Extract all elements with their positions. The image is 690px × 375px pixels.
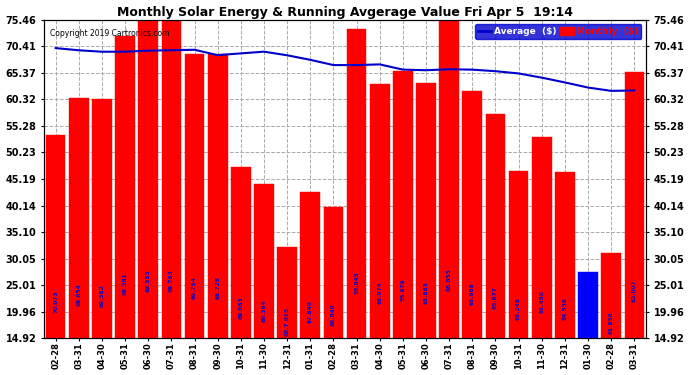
Text: 66.974: 66.974 — [377, 281, 382, 304]
Bar — [440, 14, 459, 338]
Text: 69.583: 69.583 — [146, 270, 150, 292]
Text: 62.007: 62.007 — [632, 279, 637, 302]
Bar — [486, 114, 505, 338]
Text: 65.248: 65.248 — [516, 297, 521, 320]
Text: 69.381: 69.381 — [123, 273, 128, 295]
Bar — [393, 70, 413, 338]
Text: 69.763: 69.763 — [169, 270, 174, 292]
Text: 65.863: 65.863 — [424, 281, 428, 304]
Text: 69.394: 69.394 — [262, 299, 266, 322]
Text: 68.7.015: 68.7.015 — [285, 308, 290, 336]
Bar — [69, 98, 88, 338]
Bar — [462, 91, 482, 338]
Bar — [231, 167, 250, 338]
Legend: Average  ($), Monthly  ($): Average ($), Monthly ($) — [475, 24, 642, 39]
Text: 65.677: 65.677 — [493, 286, 498, 309]
Bar — [254, 184, 274, 338]
Text: Copyright 2019 Cartronics.com: Copyright 2019 Cartronics.com — [50, 29, 170, 38]
Bar — [208, 54, 228, 338]
Bar — [185, 54, 204, 338]
Bar — [46, 135, 66, 338]
Bar — [416, 83, 436, 338]
Bar — [578, 272, 598, 338]
Bar — [92, 99, 112, 338]
Bar — [300, 192, 320, 338]
Bar — [324, 207, 343, 338]
Bar — [161, 20, 181, 338]
Text: 69.382: 69.382 — [99, 284, 104, 307]
Text: 62.568: 62.568 — [586, 315, 591, 338]
Text: 66.053: 66.053 — [446, 268, 452, 291]
Text: 66.840: 66.840 — [331, 303, 336, 326]
Text: 70.073: 70.073 — [53, 290, 58, 313]
Text: 65.968: 65.968 — [470, 282, 475, 305]
Bar — [277, 248, 297, 338]
Bar — [624, 72, 644, 338]
Text: 69.063: 69.063 — [238, 296, 244, 319]
Text: 69.654: 69.654 — [77, 284, 81, 306]
Bar — [115, 36, 135, 338]
Text: 69.754: 69.754 — [192, 276, 197, 298]
Bar — [370, 84, 390, 338]
Bar — [602, 253, 621, 338]
Text: 68.728: 68.728 — [215, 276, 220, 298]
Text: 67.840: 67.840 — [308, 300, 313, 323]
Bar — [532, 137, 551, 338]
Text: 55.979: 55.979 — [400, 279, 405, 302]
Bar — [555, 172, 575, 338]
Text: 64.536: 64.536 — [562, 297, 567, 320]
Bar — [347, 29, 366, 338]
Bar — [509, 171, 529, 338]
Bar — [139, 21, 158, 338]
Title: Monthly Solar Energy & Running Avgerage Value Fri Apr 5  19:14: Monthly Solar Energy & Running Avgerage … — [117, 6, 573, 18]
Text: 61.936: 61.936 — [609, 312, 613, 334]
Text: 55.845: 55.845 — [354, 271, 359, 294]
Text: 65.450: 65.450 — [540, 291, 544, 314]
